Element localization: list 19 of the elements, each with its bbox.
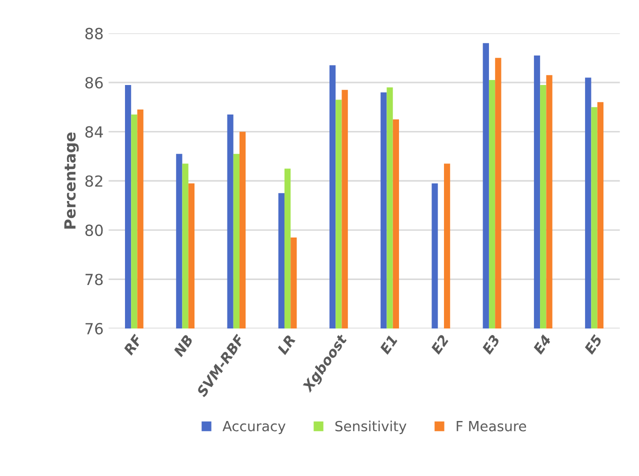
y-tick-label: 82	[85, 175, 102, 187]
y-tick-label: 78	[86, 274, 103, 286]
y-tick-label: 86	[85, 76, 103, 89]
y-tick-label: 80	[85, 224, 103, 236]
x-tick-label: NB	[173, 334, 194, 358]
x-tick-label: E3	[481, 334, 500, 355]
legend-label: Sensitivity	[335, 420, 406, 434]
x-tick-label: E4	[532, 334, 552, 355]
x-tick-label: E2	[430, 334, 450, 355]
y-tick-label: 76	[86, 322, 103, 334]
x-tick-label: LR	[276, 334, 296, 356]
y-tick-label: 84	[85, 126, 103, 138]
x-tick-label: RF	[123, 334, 143, 356]
x-tick-label: E1	[379, 334, 398, 355]
legend-label: F Measure	[456, 421, 526, 432]
legend-label: Accuracy	[222, 421, 286, 434]
x-tick-label: E5	[584, 334, 603, 355]
y-axis-title: Percentage	[64, 132, 79, 229]
y-tick-label: 88	[85, 28, 103, 40]
